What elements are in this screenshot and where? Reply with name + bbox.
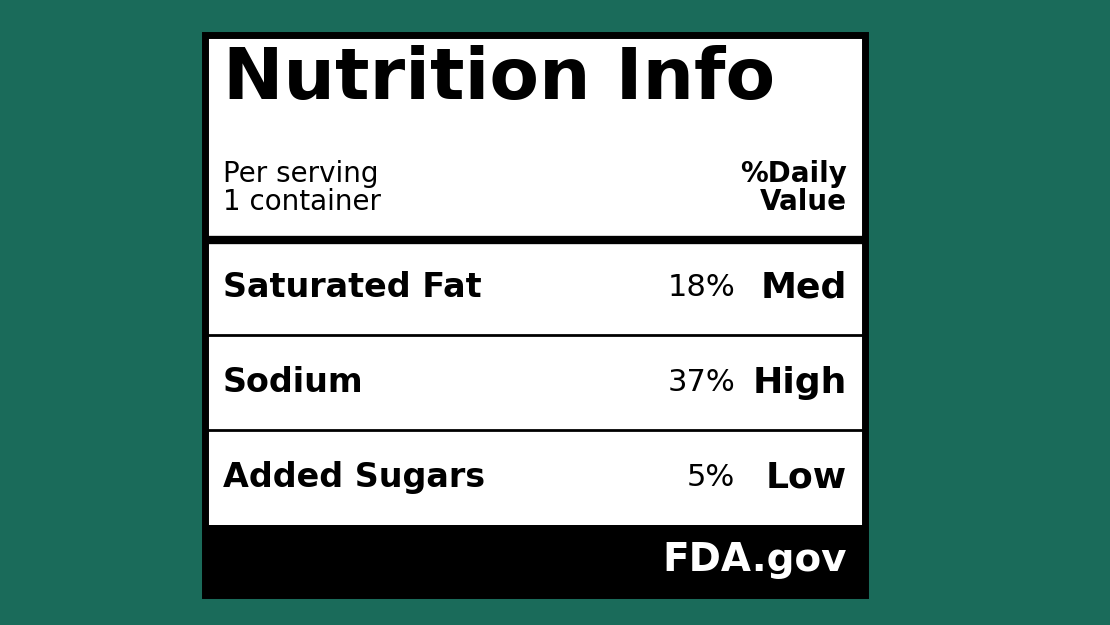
Text: FDA.gov: FDA.gov: [663, 541, 847, 579]
Bar: [205, 35, 865, 595]
Text: %Daily: %Daily: [740, 160, 847, 188]
Text: 1 container: 1 container: [223, 188, 381, 216]
Text: High: High: [753, 366, 847, 399]
Text: Med: Med: [760, 271, 847, 304]
Text: Per serving: Per serving: [223, 160, 379, 188]
Text: Value: Value: [760, 188, 847, 216]
Text: Saturated Fat: Saturated Fat: [223, 271, 482, 304]
Text: Added Sugars: Added Sugars: [223, 461, 485, 494]
Text: Sodium: Sodium: [223, 366, 364, 399]
Bar: [205, 35, 865, 525]
Bar: [205, 525, 865, 595]
Text: Nutrition Info: Nutrition Info: [223, 45, 775, 114]
Text: 18%: 18%: [667, 273, 735, 302]
Text: Low: Low: [766, 461, 847, 494]
Text: 5%: 5%: [687, 463, 735, 492]
Text: 37%: 37%: [667, 368, 735, 397]
